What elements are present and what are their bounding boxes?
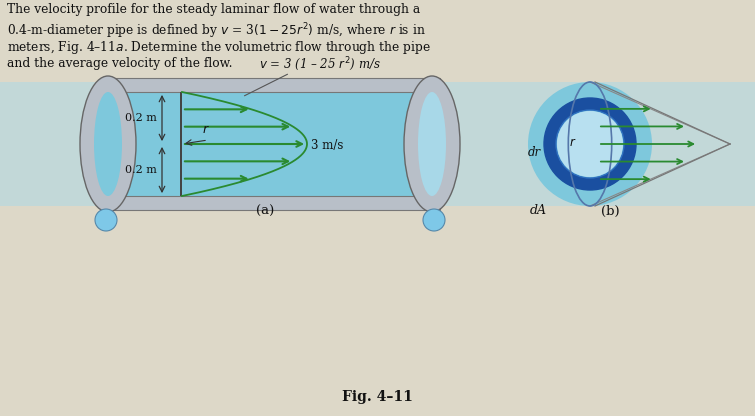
Text: 0.4-m-diameter pipe is defined by $v$ = 3$(1 - 25r^2)$ m/s, where $r$ is in: 0.4-m-diameter pipe is defined by $v$ = … [7, 21, 426, 41]
Text: $v$ = 3 (1 – 25 $r^2$) m/s: $v$ = 3 (1 – 25 $r^2$) m/s [259, 55, 381, 73]
Ellipse shape [423, 209, 445, 231]
Circle shape [557, 111, 623, 177]
Text: 0.2 m: 0.2 m [125, 165, 157, 175]
Ellipse shape [418, 92, 446, 196]
Text: dA: dA [530, 204, 547, 217]
Ellipse shape [95, 209, 117, 231]
Ellipse shape [80, 76, 136, 212]
Text: $r$: $r$ [569, 136, 577, 149]
Text: meters, Fig. 4–11$a$. Determine the volumetric flow through the pipe: meters, Fig. 4–11$a$. Determine the volu… [7, 39, 431, 56]
Text: The velocity profile for the steady laminar flow of water through a: The velocity profile for the steady lami… [7, 3, 421, 16]
Text: (b): (b) [601, 205, 619, 218]
Text: (a): (a) [256, 205, 274, 218]
Polygon shape [100, 78, 440, 92]
Polygon shape [100, 196, 440, 210]
Circle shape [544, 98, 636, 190]
Circle shape [528, 82, 652, 206]
Text: and the average velocity of the flow.: and the average velocity of the flow. [7, 57, 233, 70]
Ellipse shape [94, 92, 122, 196]
Text: 3 m/s: 3 m/s [311, 139, 344, 153]
Bar [180, 92, 182, 196]
Ellipse shape [404, 76, 460, 212]
Text: Fig. 4–11: Fig. 4–11 [341, 390, 412, 404]
Bar [110, 92, 430, 196]
Circle shape [556, 110, 624, 178]
Text: 0.2 m: 0.2 m [125, 113, 157, 123]
Text: $r$: $r$ [202, 123, 210, 136]
Text: dr: dr [528, 146, 541, 158]
Bar [0, 82, 755, 206]
